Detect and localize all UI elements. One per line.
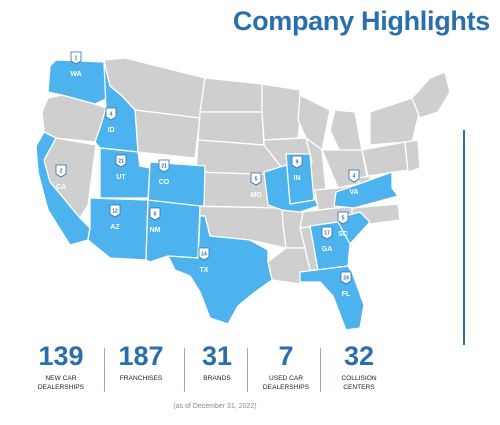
- stat-franchises: 187 FRANCHISES: [96, 340, 186, 384]
- state-ny: [369, 97, 421, 146]
- marker-ut: 21 UT: [115, 154, 127, 181]
- marker-fl: 24 FL: [340, 271, 352, 298]
- count: 5: [255, 177, 258, 183]
- abbr: VA: [349, 189, 358, 196]
- stat-value: 139: [38, 341, 84, 371]
- count: 12: [112, 209, 118, 215]
- stat-new-car-dealerships: 139 NEW CAR DEALERSHIPS: [16, 340, 106, 392]
- stat-label: USED CAR DEALERSHIPS: [262, 375, 310, 391]
- marker-az: 12 AZ: [109, 204, 121, 231]
- abbr: ID: [108, 127, 115, 134]
- stat-label: BRANDS: [203, 375, 231, 382]
- abbr: FL: [342, 291, 351, 298]
- abbr: TX: [200, 267, 209, 274]
- abbr: NM: [150, 227, 161, 234]
- stat-label: COLLISION CENTERS: [341, 375, 377, 391]
- abbr: CO: [159, 179, 170, 186]
- count: 2: [60, 169, 63, 175]
- stat-collision-centers: 32 COLLISION CENTERS: [314, 340, 404, 392]
- stat-value: 31: [201, 341, 233, 371]
- marker-va: 4 VA: [348, 169, 360, 196]
- count: 5: [342, 216, 345, 222]
- state-pa: [361, 141, 409, 177]
- abbr: WA: [70, 71, 81, 78]
- count: 14: [201, 252, 207, 258]
- stat-divider: [104, 348, 105, 392]
- count: 4: [353, 174, 356, 180]
- stat-divider: [184, 348, 185, 392]
- state-wy: [134, 109, 201, 159]
- abbr: SC: [338, 231, 348, 238]
- abbr: MO: [250, 192, 262, 199]
- marker-ca: 2 CA: [55, 164, 67, 191]
- state-markers: 1 WA 4 ID 2 CA 21 UT 21 CO 12 AZ: [55, 51, 360, 298]
- marker-sc: 5 SC: [337, 211, 349, 238]
- stat-value: 187: [118, 341, 164, 371]
- count: 17: [324, 231, 330, 237]
- marker-mo: 5 MO: [250, 172, 262, 199]
- state-tx: [167, 215, 273, 325]
- state-mn: [261, 83, 301, 141]
- right-divider: [463, 130, 465, 345]
- page-title: Company Highlights: [232, 6, 490, 36]
- marker-co: 21 CO: [158, 159, 170, 186]
- stat-divider: [320, 348, 321, 392]
- state-co: [147, 161, 206, 207]
- as-of-note: (as of December 31, 2022): [173, 403, 257, 410]
- stats-row: 139 NEW CAR DEALERSHIPS 187 FRANCHISES 3…: [0, 340, 500, 400]
- state-mid-atlantic: [404, 139, 421, 173]
- abbr: AZ: [110, 224, 120, 231]
- state-fl: [299, 265, 365, 331]
- stat-value: 7: [278, 341, 294, 371]
- stat-used-car-dealerships: 7 USED CAR DEALERSHIPS: [241, 340, 331, 392]
- count: 24: [343, 276, 349, 282]
- marker-ga: 17 GA: [321, 226, 333, 253]
- marker-nm: 6 NM: [150, 207, 161, 234]
- count: 21: [118, 159, 124, 165]
- state-new-england: [411, 71, 451, 119]
- stat-label: FRANCHISES: [119, 375, 163, 382]
- abbr: CA: [56, 184, 66, 191]
- state-ga: [309, 221, 351, 271]
- marker-id: 4 ID: [105, 107, 117, 134]
- state-in: [285, 153, 315, 205]
- abbr: UT: [116, 174, 126, 181]
- abbr: IN: [294, 175, 301, 182]
- abbr: GA: [322, 246, 333, 253]
- count: 1: [75, 56, 78, 62]
- state-nd: [199, 77, 263, 113]
- us-map: 1 WA 4 ID 2 CA 21 UT 21 CO 12 AZ: [35, 51, 451, 331]
- stat-label: NEW CAR DEALERSHIPS: [37, 375, 85, 391]
- inactive-states: [41, 57, 451, 285]
- state-mi: [329, 109, 363, 153]
- count: 21: [161, 164, 167, 170]
- stat-brands: 31 BRANDS: [172, 340, 262, 384]
- state-va: [333, 171, 399, 209]
- marker-tx: 14 TX: [198, 247, 210, 274]
- stat-divider: [247, 348, 248, 392]
- count: 6: [154, 212, 157, 218]
- marker-wa: 1 WA: [70, 51, 82, 78]
- count: 9: [296, 160, 299, 166]
- state-sd: [197, 111, 265, 146]
- count: 4: [110, 112, 113, 118]
- stat-value: 32: [343, 341, 375, 371]
- marker-in: 9 IN: [291, 155, 303, 182]
